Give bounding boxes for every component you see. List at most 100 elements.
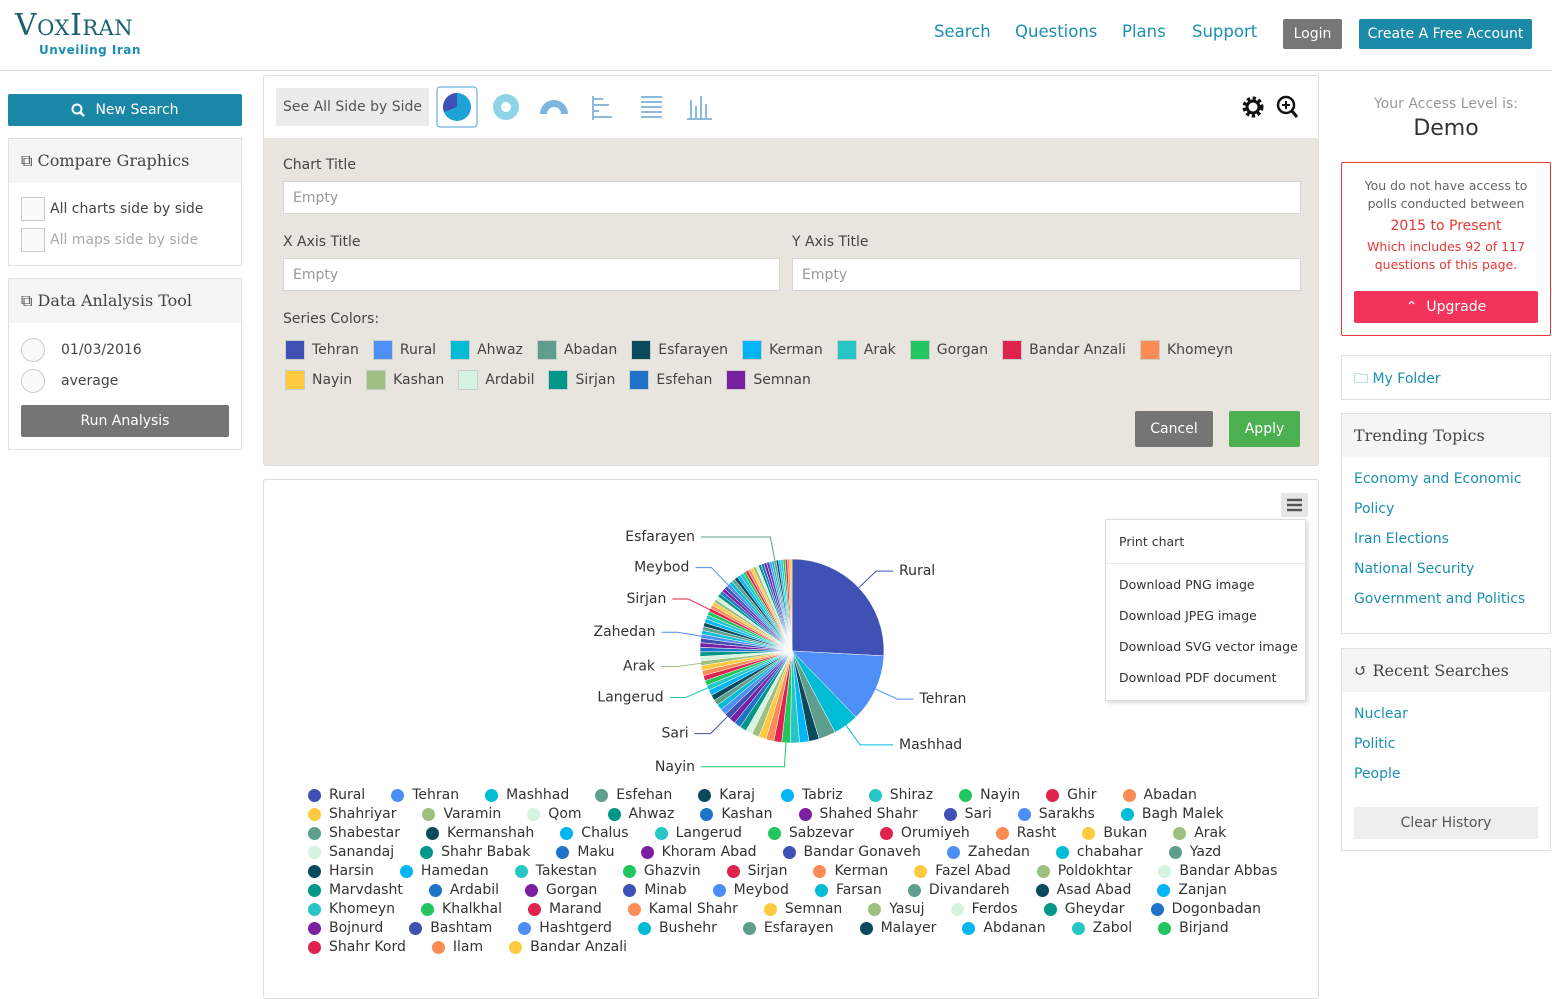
legend-item[interactable]: Shahr Kord: [308, 938, 406, 956]
cancel-button[interactable]: Cancel: [1135, 411, 1213, 447]
legend-item[interactable]: Farsan: [814, 881, 882, 899]
y-axis-title-input[interactable]: Empty: [792, 258, 1301, 291]
legend-item[interactable]: Shahriyar: [308, 805, 396, 823]
legend-item[interactable]: Ferdos: [950, 900, 1018, 918]
legend-item[interactable]: Orumiyeh: [879, 824, 970, 842]
legend-item[interactable]: Sari: [943, 805, 992, 823]
legend-item[interactable]: Gheydar: [1043, 900, 1125, 918]
x-axis-title-input[interactable]: Empty: [283, 258, 780, 291]
nav-link[interactable]: Questions: [1015, 22, 1098, 41]
legend-item[interactable]: Zabol: [1071, 919, 1132, 937]
analysis-option[interactable]: average: [21, 369, 118, 393]
legend-item[interactable]: Khoram Abad: [640, 843, 757, 861]
series-color-item[interactable]: Ardabil: [458, 370, 534, 390]
my-folder-link[interactable]: 🗀 My Folder: [1354, 371, 1441, 387]
series-color-item[interactable]: Arak: [836, 340, 896, 360]
chart-menu-item[interactable]: Download JPEG image: [1119, 608, 1257, 623]
legend-item[interactable]: Kashan: [700, 805, 773, 823]
legend-item[interactable]: Mashhad: [485, 786, 569, 804]
legend-item[interactable]: Semnan: [763, 900, 842, 918]
legend-item[interactable]: Rural: [308, 786, 365, 804]
legend-item[interactable]: Sabzevar: [767, 824, 854, 842]
legend-item[interactable]: Langerud: [654, 824, 742, 842]
analysis-option[interactable]: 01/03/2016: [21, 338, 142, 362]
legend-item[interactable]: Ardabil: [428, 881, 499, 899]
legend-item[interactable]: Chalus: [560, 824, 629, 842]
signup-button[interactable]: Create A Free Account: [1359, 19, 1532, 49]
trending-link[interactable]: Government and Politics: [1354, 591, 1526, 607]
legend-item[interactable]: Takestan: [514, 862, 597, 880]
legend-item[interactable]: Ghazvin: [622, 862, 701, 880]
checkbox[interactable]: [21, 197, 45, 221]
legend-item[interactable]: Abadan: [1122, 786, 1197, 804]
nav-link[interactable]: Support: [1192, 22, 1258, 41]
legend-item[interactable]: Varamin: [422, 805, 501, 823]
legend-item[interactable]: Poldokhtar: [1036, 862, 1132, 880]
nav-link[interactable]: Search: [934, 22, 991, 41]
series-color-item[interactable]: Esfehan: [629, 370, 712, 390]
series-color-item[interactable]: Esfarayen: [631, 340, 728, 360]
series-color-item[interactable]: Khomeyn: [1139, 340, 1233, 360]
legend-item[interactable]: Kamal Shahr: [627, 900, 738, 918]
legend-item[interactable]: Minab: [623, 881, 687, 899]
legend-item[interactable]: Marvdasht: [308, 881, 403, 899]
legend-item[interactable]: Bukan: [1082, 824, 1147, 842]
legend-item[interactable]: Bushehr: [637, 919, 717, 937]
chart-menu-item[interactable]: Download PDF document: [1119, 670, 1277, 685]
series-color-item[interactable]: Kashan: [366, 370, 444, 390]
legend-item[interactable]: Birjand: [1158, 919, 1229, 937]
series-color-item[interactable]: Sirjan: [548, 370, 615, 390]
semi-type-button[interactable]: [540, 100, 568, 114]
recent-link[interactable]: Nuclear: [1354, 706, 1408, 722]
legend-item[interactable]: Bojnurd: [308, 919, 383, 937]
legend-item[interactable]: Fazel Abad: [914, 862, 1011, 880]
legend-item[interactable]: Sarakhs: [1017, 805, 1095, 823]
legend-item[interactable]: Marand: [528, 900, 602, 918]
clear-history-button[interactable]: Clear History: [1354, 807, 1538, 839]
radio[interactable]: [21, 369, 45, 393]
chart-menu-item[interactable]: Download PNG image: [1119, 577, 1255, 592]
legend-item[interactable]: Rasht: [995, 824, 1056, 842]
legend-item[interactable]: Qom: [527, 805, 582, 823]
nav-link[interactable]: Plans: [1122, 22, 1166, 41]
series-color-item[interactable]: Kerman: [742, 340, 823, 360]
legend-item[interactable]: Harsin: [308, 862, 374, 880]
legend-item[interactable]: Tehran: [391, 786, 459, 804]
legend-item[interactable]: Karaj: [698, 786, 755, 804]
new-search-button[interactable]: New Search: [8, 94, 242, 126]
pie-slice[interactable]: [791, 558, 885, 657]
legend-item[interactable]: Shiraz: [868, 786, 933, 804]
legend-item[interactable]: Sanandaj: [308, 843, 394, 861]
series-color-item[interactable]: Rural: [372, 340, 436, 360]
run-analysis-button[interactable]: Run Analysis: [21, 405, 229, 437]
compare-option[interactable]: All maps side by side: [21, 228, 198, 252]
series-color-item[interactable]: Ahwaz: [450, 340, 523, 360]
legend-item[interactable]: Bandar Abbas: [1158, 862, 1277, 880]
legend-item[interactable]: Kerman: [813, 862, 888, 880]
apply-button[interactable]: Apply: [1229, 411, 1300, 447]
upgrade-button[interactable]: ⌃ Upgrade: [1354, 291, 1538, 323]
trending-link[interactable]: Policy: [1354, 501, 1395, 517]
legend-item[interactable]: Shabestar: [308, 824, 400, 842]
legend-item[interactable]: Ahwaz: [607, 805, 674, 823]
legend-item[interactable]: Divandareh: [907, 881, 1010, 899]
login-button[interactable]: Login: [1283, 19, 1342, 49]
trending-link[interactable]: Economy and Economic: [1354, 471, 1522, 487]
series-color-item[interactable]: Nayin: [285, 370, 352, 390]
legend-item[interactable]: Kermanshah: [425, 824, 534, 842]
legend-item[interactable]: Shahr Babak: [420, 843, 530, 861]
legend-item[interactable]: Bandar Anzali: [509, 938, 627, 956]
checkbox[interactable]: [21, 228, 45, 252]
legend-item[interactable]: Nayin: [959, 786, 1020, 804]
series-color-item[interactable]: Bandar Anzali: [1002, 340, 1126, 360]
series-color-item[interactable]: Gorgan: [909, 340, 988, 360]
legend-item[interactable]: Bandar Gonaveh: [782, 843, 921, 861]
legend-item[interactable]: Abdanan: [962, 919, 1046, 937]
recent-link[interactable]: People: [1354, 766, 1401, 782]
legend-item[interactable]: Esfehan: [595, 786, 672, 804]
bar-type-button[interactable]: [592, 96, 612, 120]
legend-item[interactable]: Zahedan: [946, 843, 1030, 861]
series-color-item[interactable]: Abadan: [536, 340, 617, 360]
legend-item[interactable]: Sirjan: [726, 862, 787, 880]
series-color-item[interactable]: Semnan: [726, 370, 811, 390]
